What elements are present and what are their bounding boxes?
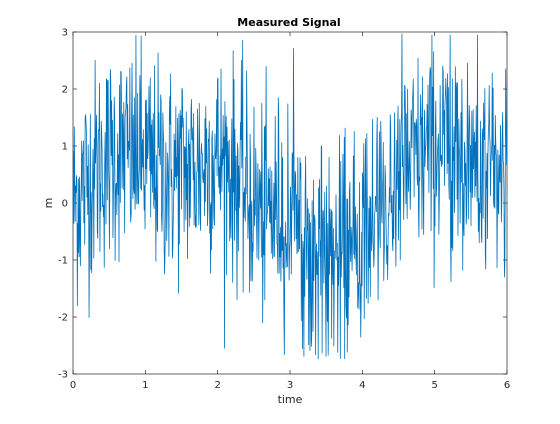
x-tick-label: 4 — [359, 380, 365, 391]
x-tick-label: 0 — [70, 380, 76, 391]
y-tick-label: -2 — [58, 313, 68, 324]
x-axis-label: time — [278, 393, 303, 406]
y-tick-label: -3 — [58, 370, 68, 381]
y-axis-label: m — [42, 198, 55, 209]
x-tick-label: 6 — [504, 380, 510, 391]
series-layer — [72, 33, 508, 360]
y-tick-label: 0 — [62, 199, 68, 210]
y-tick-label: -1 — [58, 256, 68, 267]
signal-series-line — [72, 33, 508, 360]
y-tick-label: 3 — [62, 28, 68, 39]
y-axis: -3 -2 -1 0 1 2 3 — [58, 28, 507, 381]
x-tick-label: 1 — [142, 380, 148, 391]
y-tick-label: 1 — [62, 142, 68, 153]
x-tick-label: 2 — [214, 380, 220, 391]
x-tick-label: 3 — [287, 380, 293, 391]
y-tick-label: 2 — [62, 85, 68, 96]
x-axis: 0 1 2 3 4 5 6 — [70, 32, 510, 391]
chart-title: Measured Signal — [237, 16, 340, 29]
x-tick-label: 5 — [431, 380, 437, 391]
